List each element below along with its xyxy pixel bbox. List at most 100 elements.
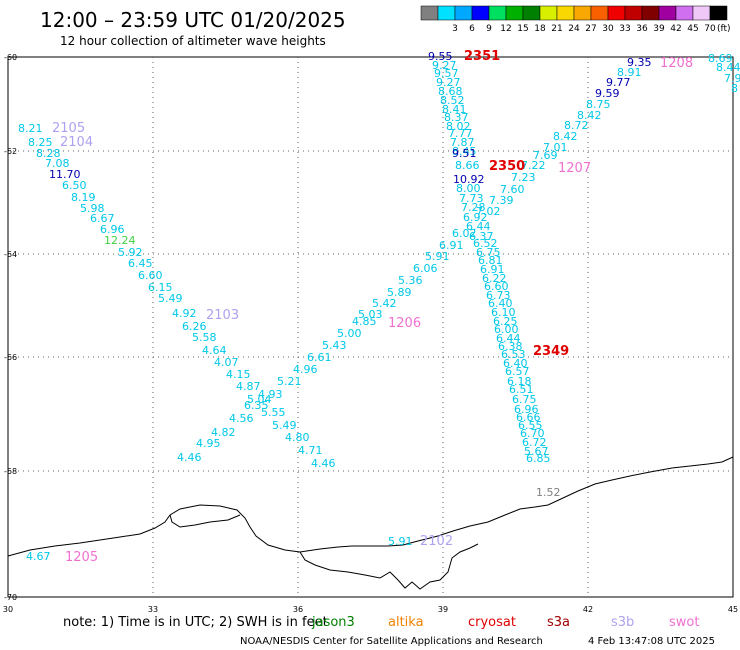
wave-height-label: 4.80 bbox=[285, 431, 310, 444]
coastline-inlet bbox=[299, 543, 479, 590]
wave-height-label: 9.51 bbox=[452, 147, 477, 160]
legend-unit: (ft) bbox=[717, 24, 731, 34]
legend-label: 39 bbox=[653, 24, 665, 34]
pass-time-label: 2351 bbox=[464, 49, 500, 64]
wave-height-label: 6.44 bbox=[496, 332, 521, 345]
wave-height-label: 5.43 bbox=[322, 339, 347, 352]
wave-height-label: 8.69 bbox=[708, 52, 733, 65]
wave-height-label: 6.92 bbox=[463, 211, 488, 224]
pass-time-label: 1205 bbox=[65, 550, 98, 565]
wave-height-label: 6.67 bbox=[90, 212, 115, 225]
wave-height-label: 5.49 bbox=[272, 419, 297, 432]
wave-height-label: 11.70 bbox=[49, 168, 81, 181]
legend-swatch bbox=[522, 5, 541, 21]
wave-height-label: 4.56 bbox=[229, 412, 254, 425]
legend-swatch bbox=[675, 5, 694, 21]
legend-swatch bbox=[692, 5, 711, 21]
wave-height-label: 9.27 bbox=[432, 59, 457, 72]
wave-height-label: 8.44 bbox=[716, 61, 740, 74]
latitude-tick: -66 bbox=[4, 353, 17, 362]
wave-height-label: 8.00 bbox=[456, 182, 481, 195]
wave-height-label: 6.57 bbox=[505, 365, 530, 378]
wave-height-label: 8.41 bbox=[442, 103, 467, 116]
legend-swatch bbox=[437, 5, 456, 21]
wave-height-label: 8.28 bbox=[36, 147, 61, 160]
coastline-shelf bbox=[169, 514, 241, 528]
wave-height-label: 5.67 bbox=[524, 445, 549, 458]
wave-height-label: 6.61 bbox=[307, 351, 332, 364]
legend-label: 42 bbox=[670, 24, 681, 34]
legend-label: 27 bbox=[585, 24, 596, 34]
legend-swatch bbox=[556, 5, 575, 21]
wave-height-label: 6.00 bbox=[494, 323, 519, 336]
wave-height-label: 6.35 bbox=[244, 399, 269, 412]
wave-height-label: 8.42 bbox=[577, 109, 602, 122]
wave-height-label: 6.66 bbox=[516, 411, 541, 424]
wave-height-label: 9.77 bbox=[606, 76, 631, 89]
wave-height-label: 6.75 bbox=[512, 393, 537, 406]
wave-height-label: 4.71 bbox=[298, 444, 323, 457]
wave-height-label: 7.9 bbox=[724, 72, 740, 85]
wave-height-label: 8.45 bbox=[452, 145, 477, 158]
legend-swatch bbox=[505, 5, 524, 21]
wave-height-label: 4.15 bbox=[226, 368, 251, 381]
wave-height-label: 8.37 bbox=[444, 111, 469, 124]
mission-label: jason3 bbox=[311, 615, 355, 630]
legend-label: 12 bbox=[500, 24, 511, 34]
wave-height-label: 8.52 bbox=[440, 94, 465, 107]
longitude-tick: 30 bbox=[3, 605, 13, 614]
legend-label: 9 bbox=[486, 24, 492, 34]
wave-height-label: 8.66 bbox=[455, 159, 480, 172]
wave-height-label: 7.08 bbox=[45, 157, 70, 170]
wave-height-label: 6.81 bbox=[478, 254, 503, 267]
wave-height-label: 8.68 bbox=[438, 85, 463, 98]
pass-time-label: 2104 bbox=[60, 135, 93, 150]
wave-height-label: 4.82 bbox=[211, 426, 236, 439]
legend-swatch bbox=[539, 5, 558, 21]
coastline bbox=[7, 456, 734, 557]
wave-height-label: 4.46 bbox=[311, 457, 336, 470]
wave-height-label: 5.92 bbox=[118, 246, 143, 259]
wave-height-label: 8.19 bbox=[71, 191, 96, 204]
wave-height-label: 4.64 bbox=[202, 344, 227, 357]
wave-height-label: 8.75 bbox=[586, 98, 611, 111]
wave-height-label: 5.91 bbox=[425, 250, 450, 263]
legend-swatch bbox=[573, 5, 592, 21]
wave-height-label: 9.35 bbox=[627, 56, 652, 69]
footer-note: note: 1) Time is in UTC; 2) SWH is in fe… bbox=[63, 615, 328, 630]
wave-height-label: 7.02 bbox=[476, 205, 501, 218]
wave-height-label: 6.70 bbox=[520, 427, 545, 440]
legend-swatch bbox=[488, 5, 507, 21]
wave-height-label: 4.92 bbox=[172, 307, 197, 320]
wave-height-label: 7.77 bbox=[448, 127, 473, 140]
wave-height-label: 6.50 bbox=[62, 179, 87, 192]
wave-height-label: 6.37 bbox=[469, 230, 494, 243]
wave-height-label: 8.72 bbox=[564, 119, 589, 132]
wave-height-label: 6.22 bbox=[482, 272, 507, 285]
wave-height-label: 5.55 bbox=[261, 406, 286, 419]
wave-height-label: 6.96 bbox=[100, 223, 125, 236]
wave-height-label: 9.57 bbox=[434, 67, 459, 80]
pass-time-label: 2103 bbox=[206, 308, 239, 323]
latitude-tick: -68 bbox=[4, 467, 17, 476]
wave-height-label: 9.59 bbox=[595, 87, 620, 100]
mission-legend: jason3 altika cryosat s3a s3b swot bbox=[311, 615, 699, 630]
legend-label: 36 bbox=[636, 24, 648, 34]
footer-timestamp: 4 Feb 13:47:08 UTC 2025 bbox=[588, 636, 715, 647]
wave-height-label: 6.55 bbox=[518, 419, 543, 432]
legend-label: 18 bbox=[534, 24, 546, 34]
wave-height-label: 6.96 bbox=[514, 403, 539, 416]
wave-height-label: 5.36 bbox=[398, 274, 423, 287]
wave-height-label: 6.38 bbox=[498, 340, 523, 353]
wave-height-label: 6.40 bbox=[503, 357, 528, 370]
legend-label: 3 bbox=[452, 24, 458, 34]
legend-label: 70 bbox=[704, 24, 716, 34]
pass-time-label: 2102 bbox=[420, 534, 453, 549]
wave-height-label: 6.53 bbox=[501, 348, 526, 361]
wave-height-label: 6.60 bbox=[484, 280, 509, 293]
pass-time-label: 1208 bbox=[660, 56, 693, 71]
wave-height-label: 8.02 bbox=[446, 120, 471, 133]
wave-height-label: 6.91 bbox=[439, 239, 464, 252]
wave-height-label: 6.75 bbox=[476, 246, 501, 259]
wave-height-label: 8.91 bbox=[617, 66, 642, 79]
